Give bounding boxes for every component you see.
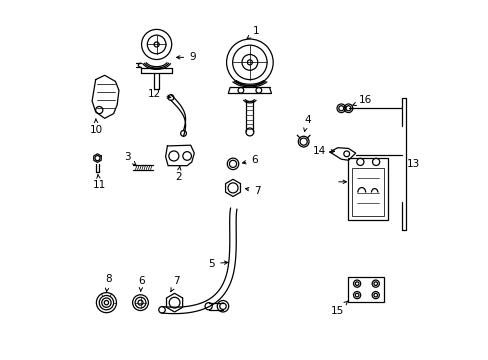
Text: 13: 13 <box>407 159 420 169</box>
Text: 11: 11 <box>92 174 106 190</box>
Text: 3: 3 <box>123 152 136 165</box>
Text: 2: 2 <box>175 167 181 183</box>
Text: 6: 6 <box>138 276 144 292</box>
Text: 7: 7 <box>170 276 179 292</box>
Text: 4: 4 <box>303 115 310 131</box>
Text: 14: 14 <box>312 146 334 156</box>
Text: 1: 1 <box>246 26 259 39</box>
Bar <box>348 277 384 302</box>
Text: 7: 7 <box>245 186 260 196</box>
Bar <box>351 168 384 216</box>
Text: 5: 5 <box>208 258 227 269</box>
Text: 8: 8 <box>105 274 111 292</box>
Text: 15: 15 <box>330 301 347 315</box>
Text: 12: 12 <box>148 89 170 99</box>
Text: 9: 9 <box>176 52 195 62</box>
Text: 10: 10 <box>90 119 103 135</box>
Text: 6: 6 <box>242 155 257 165</box>
Text: 16: 16 <box>352 95 371 105</box>
Bar <box>348 158 387 220</box>
